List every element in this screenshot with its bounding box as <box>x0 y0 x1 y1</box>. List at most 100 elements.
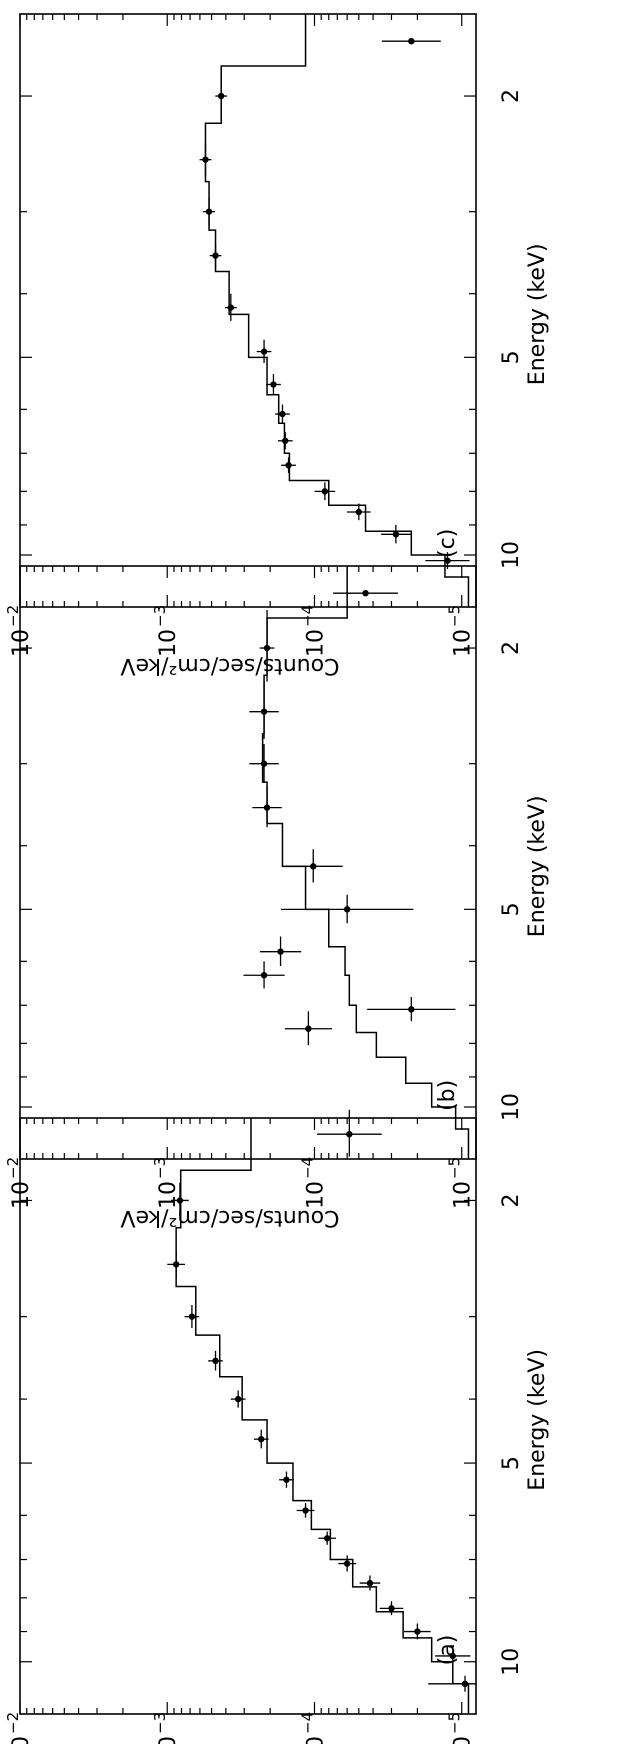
data-point <box>260 348 268 355</box>
flux-tick-exp: −2 <box>4 1157 22 1179</box>
flux-tick-label: 10−2 <box>4 1157 34 1209</box>
flux-tick-base: 10 <box>303 629 328 657</box>
flux-tick-label: 10−3 <box>151 1157 181 1209</box>
flux-tick-exp: −2 <box>4 605 22 627</box>
data-point <box>302 1507 309 1514</box>
data-point <box>218 92 225 100</box>
data-point <box>260 972 268 979</box>
data-point <box>392 531 400 538</box>
data-point <box>283 1476 290 1483</box>
data-point <box>444 557 451 564</box>
flux-tick-base: 10 <box>156 1736 181 1744</box>
data-point <box>362 589 369 597</box>
data-point <box>258 1435 265 1443</box>
flux-tick-base: 10 <box>9 1181 34 1209</box>
data-point <box>305 1025 312 1032</box>
flux-tick-label: 10−2 <box>4 1712 34 1744</box>
model-histogram <box>175 1118 470 1714</box>
flux-tick-label: 10−5 <box>446 1157 476 1209</box>
flux-tick-exp: −4 <box>298 1157 316 1179</box>
energy-tick-label: 10 <box>499 541 524 569</box>
flux-tick-label: 10−4 <box>298 1157 328 1209</box>
energy-tick-label: 5 <box>499 1456 524 1470</box>
flux-tick-base: 10 <box>451 629 476 657</box>
plot-frame <box>19 565 477 1160</box>
flux-tick-base: 10 <box>303 1181 328 1209</box>
flux-tick-base: 10 <box>451 1181 476 1209</box>
data-point <box>202 156 209 163</box>
flux-tick-exp: −5 <box>446 605 464 627</box>
data-point <box>282 437 289 445</box>
data-point <box>388 1605 395 1612</box>
flux-tick-exp: −3 <box>151 1157 169 1179</box>
data-point <box>414 1628 421 1635</box>
energy-tick-label: 10 <box>499 1093 524 1121</box>
flux-tick-label: 10−5 <box>446 605 476 657</box>
y-axis-title: Counts/sec/cm²/keV <box>120 653 339 678</box>
data-point <box>227 304 235 311</box>
data-point <box>321 488 329 495</box>
flux-tick-label: 10−3 <box>151 1712 181 1744</box>
plot-frame <box>19 1117 477 1715</box>
data-point <box>449 1652 456 1660</box>
flux-tick-exp: −3 <box>151 605 169 627</box>
y-axis-title: Counts/sec/cm²/keV <box>120 1205 339 1230</box>
data-point <box>188 1313 196 1320</box>
data-point <box>408 37 415 45</box>
flux-tick-exp: −5 <box>446 1157 464 1179</box>
flux-tick-exp: −4 <box>298 1712 316 1734</box>
data-point <box>285 462 292 469</box>
data-point <box>343 906 351 913</box>
data-point <box>277 948 284 955</box>
flux-tick-base: 10 <box>156 1181 181 1209</box>
flux-tick-label: 10−2 <box>4 605 34 657</box>
model-histogram <box>204 14 470 607</box>
energy-tick-label: 5 <box>499 902 524 916</box>
flux-tick-label: 10−4 <box>298 605 328 657</box>
panel-label: (a) <box>435 1635 460 1666</box>
data-point <box>172 1261 180 1268</box>
flux-tick-exp: −4 <box>298 605 316 627</box>
flux-tick-exp: −3 <box>151 1712 169 1734</box>
plot-frame <box>19 13 477 608</box>
data-point <box>205 208 213 215</box>
x-axis-title: Energy (keV) <box>525 795 550 937</box>
flux-tick-base: 10 <box>451 1736 476 1744</box>
data-point <box>270 381 277 388</box>
energy-tick-label: 2 <box>499 89 524 103</box>
data-point <box>279 410 286 418</box>
data-point <box>260 760 268 767</box>
energy-tick-label: 10 <box>499 1648 524 1676</box>
flux-tick-base: 10 <box>156 629 181 657</box>
data-point <box>212 1357 219 1365</box>
energy-tick-label: 2 <box>499 641 524 655</box>
flux-tick-label: 10−5 <box>446 1712 476 1744</box>
flux-tick-exp: −5 <box>446 1712 464 1734</box>
flux-tick-label: 10−4 <box>298 1712 328 1744</box>
data-point <box>343 1560 351 1567</box>
energy-tick-label: 2 <box>499 1193 524 1207</box>
data-point <box>176 1197 184 1204</box>
x-axis-title: Energy (keV) <box>525 1349 550 1491</box>
data-point <box>263 804 271 811</box>
flux-tick-exp: −2 <box>4 1712 22 1734</box>
x-axis-title: Energy (keV) <box>525 243 550 385</box>
flux-tick-base: 10 <box>9 1736 34 1744</box>
data-point <box>260 708 268 715</box>
energy-tick-label: 5 <box>499 350 524 364</box>
flux-tick-label: 10−3 <box>151 605 181 657</box>
data-point <box>323 1535 331 1542</box>
data-point <box>234 1395 242 1403</box>
flux-tick-base: 10 <box>9 629 34 657</box>
data-point <box>461 1680 469 1688</box>
data-point <box>310 863 317 870</box>
data-point <box>263 644 271 652</box>
data-point <box>355 508 363 516</box>
data-point <box>346 1130 353 1138</box>
flux-tick-base: 10 <box>303 1736 328 1744</box>
data-point <box>408 1006 415 1013</box>
